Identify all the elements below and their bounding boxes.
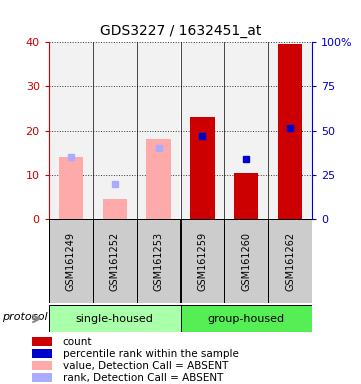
Bar (103, 199, 127, 219)
Bar (190, 118, 214, 219)
Bar (93, 219, 136, 303)
Bar (180, 42, 225, 219)
Bar (180, 305, 312, 332)
Bar (268, 42, 312, 219)
Text: GSM161249: GSM161249 (66, 232, 76, 291)
Bar (147, 139, 171, 219)
Text: GSM161262: GSM161262 (285, 232, 295, 291)
Bar (49, 42, 93, 219)
Text: count: count (63, 336, 92, 347)
Bar (225, 219, 268, 303)
Bar (49, 305, 180, 332)
Bar (93, 42, 136, 219)
Text: group-housed: group-housed (208, 314, 285, 324)
Text: percentile rank within the sample: percentile rank within the sample (63, 349, 239, 359)
Text: GSM161252: GSM161252 (110, 232, 119, 291)
Bar (49, 219, 93, 303)
Bar (268, 219, 312, 303)
Bar (32, 337, 52, 346)
Text: GSM161260: GSM161260 (242, 232, 251, 291)
Bar (180, 219, 225, 303)
Text: rank, Detection Call = ABSENT: rank, Detection Call = ABSENT (63, 372, 223, 382)
Bar (278, 45, 303, 219)
Text: value, Detection Call = ABSENT: value, Detection Call = ABSENT (63, 361, 228, 371)
Text: GSM161253: GSM161253 (153, 232, 164, 291)
Text: GSM161259: GSM161259 (197, 232, 208, 291)
Bar (32, 373, 52, 382)
Bar (234, 172, 258, 219)
Bar (32, 349, 52, 358)
Bar (136, 219, 180, 303)
Text: single-housed: single-housed (76, 314, 153, 324)
Text: protocol: protocol (3, 312, 48, 323)
Bar (225, 42, 268, 219)
Title: GDS3227 / 1632451_at: GDS3227 / 1632451_at (100, 25, 261, 38)
Bar (32, 361, 52, 370)
Bar (136, 42, 180, 219)
Bar (58, 157, 83, 219)
